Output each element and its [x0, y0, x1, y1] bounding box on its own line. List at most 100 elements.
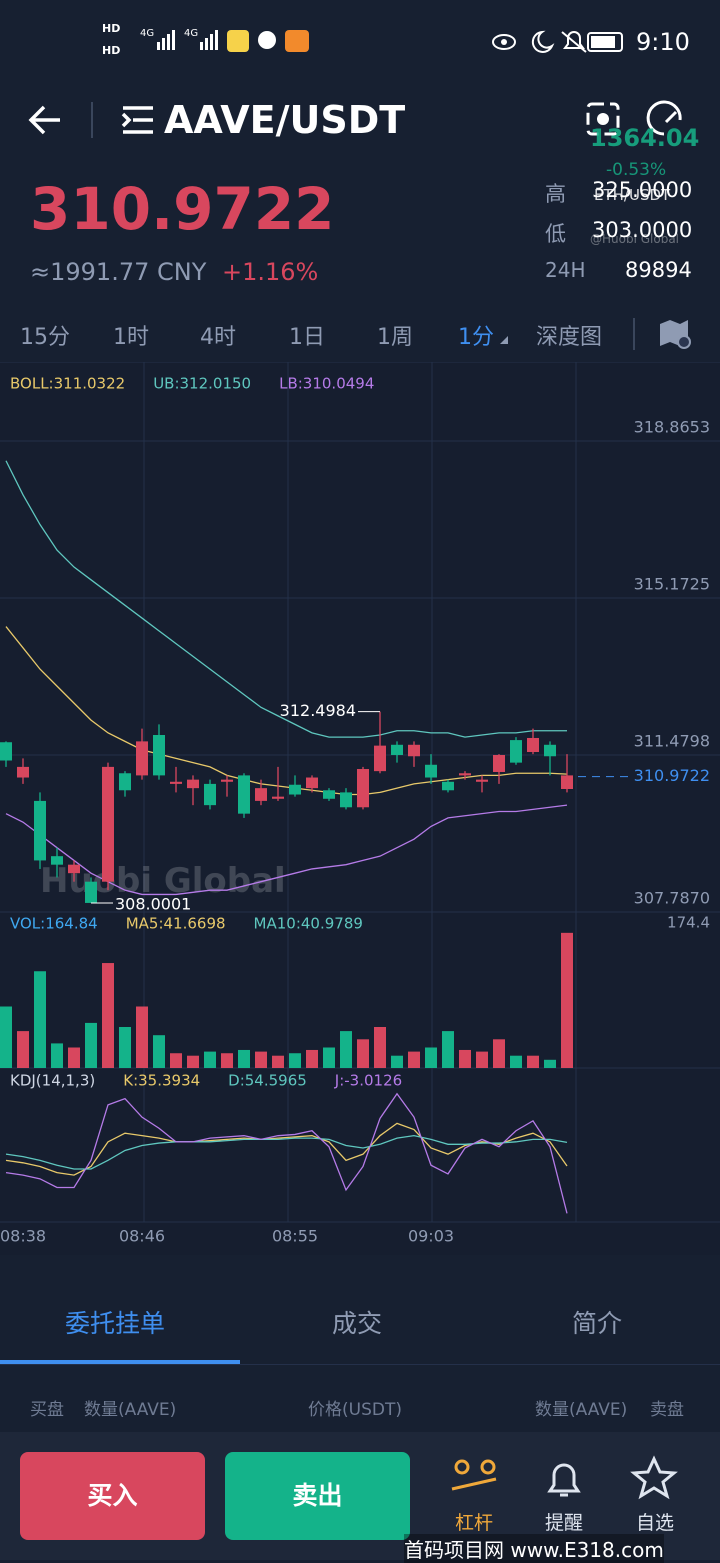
volume-bar — [85, 1022, 97, 1068]
volume-bar — [510, 1055, 522, 1068]
indicator-line — [5, 1092, 568, 1214]
candle-body — [119, 773, 131, 791]
candle-body — [272, 796, 284, 799]
volume-bar — [391, 1055, 403, 1068]
ghost-brand: @Huobi Global — [590, 232, 680, 246]
candle-body — [221, 779, 233, 782]
candle-body — [527, 737, 539, 753]
volume-bar — [221, 1053, 233, 1068]
volume-bar — [323, 1047, 335, 1068]
indicator-legend: BOLL:311.0322 — [10, 375, 125, 393]
stat-label: 24H — [545, 258, 586, 282]
hd-indicator: HD — [102, 44, 121, 57]
volume-bar — [544, 1059, 556, 1068]
period-tab[interactable]: 1时 — [113, 325, 149, 350]
indicator-line — [5, 1135, 568, 1170]
volume-bar — [459, 1049, 471, 1068]
candle-body — [408, 744, 420, 757]
volume-bar — [340, 1031, 352, 1068]
header-icons[interactable] — [28, 100, 168, 140]
candle-body — [561, 775, 573, 789]
volume-bar — [204, 1051, 216, 1068]
tab[interactable]: 成交 — [332, 1309, 383, 1338]
period-tab-active[interactable]: 1分 — [458, 325, 494, 350]
volume-bar — [425, 1047, 437, 1068]
network-indicator: 4G — [184, 28, 199, 39]
candle-body — [68, 864, 80, 874]
last-price: 310.9722 — [30, 175, 335, 243]
volume-bar — [527, 1055, 539, 1068]
indicator-legend: K:35.3934 — [123, 1072, 200, 1090]
volume-bar — [272, 1055, 284, 1068]
y-tick-label: 315.1725 — [634, 574, 710, 593]
volume-bar — [255, 1051, 267, 1068]
candle-body — [102, 766, 114, 882]
dropdown-caret — [500, 336, 508, 344]
ghost-change: -0.53% — [606, 160, 667, 180]
stat-label: 高 — [545, 182, 566, 206]
candle-body — [153, 735, 165, 776]
pair-title: AAVE/USDT — [164, 98, 406, 142]
volume-bar — [102, 963, 114, 1068]
period-tab[interactable]: 深度图 — [536, 325, 603, 350]
volume-bar — [493, 1039, 505, 1068]
y-tick-label: 311.4798 — [634, 731, 710, 750]
buy-button[interactable]: 买入 — [20, 1452, 205, 1540]
period-tab[interactable]: 1日 — [289, 325, 325, 350]
candle-body — [255, 788, 267, 801]
period-tab[interactable]: 15分 — [20, 325, 70, 350]
indicator-legend: MA5:41.6698 — [126, 915, 226, 933]
period-tab[interactable]: 1周 — [377, 325, 413, 350]
volume-bar — [34, 971, 46, 1068]
y-tick-label: 318.8653 — [634, 417, 710, 436]
sell-button[interactable]: 卖出 — [225, 1452, 410, 1540]
candle-body — [289, 784, 301, 795]
site-watermark: 首码项目网 www.E318.com — [404, 1534, 664, 1563]
stat-value: 303.0000 — [592, 218, 693, 242]
chart-settings[interactable] — [630, 314, 696, 354]
nav-item[interactable]: 提醒 — [545, 1512, 584, 1534]
candle-body — [510, 740, 522, 763]
tab-active[interactable]: 委托挂单 — [65, 1309, 166, 1338]
candle-body — [51, 856, 63, 865]
nav-item[interactable]: 自选 — [636, 1512, 675, 1534]
indicator-legend: J:-3.0126 — [334, 1072, 402, 1090]
y-tick-label: 307.7870 — [634, 889, 710, 908]
volume-bar — [357, 1039, 369, 1068]
volume-bar — [306, 1049, 318, 1068]
x-tick-label: 08:55 — [272, 1227, 318, 1246]
order-header: 买盘 — [30, 1400, 64, 1420]
indicator-legend: UB:312.0150 — [153, 375, 251, 393]
ghost-price: 1364.04 — [590, 124, 700, 152]
volume-bar — [170, 1053, 182, 1068]
order-header: 价格(USDT) — [308, 1400, 402, 1420]
volume-bar — [187, 1055, 199, 1068]
indicator-line — [5, 804, 568, 896]
period-tab[interactable]: 4时 — [200, 325, 236, 350]
volume-bar — [289, 1053, 301, 1068]
candle-body — [476, 779, 488, 782]
candle-body — [323, 790, 335, 799]
volume-bar — [136, 1006, 148, 1068]
volume-bar — [17, 1031, 29, 1068]
candle-body — [374, 745, 386, 772]
kline-chart: Huobi Global 307.7870311.4798315.1725318… — [0, 362, 720, 1255]
candle-body — [238, 775, 250, 814]
high-label: 312.4984 — [280, 701, 356, 720]
cny-price: ≈1991.77 CNY — [30, 258, 207, 286]
candle-body — [459, 773, 471, 776]
divider — [0, 1364, 720, 1365]
nav-item[interactable]: 杠杆 — [455, 1512, 494, 1534]
network-indicator: 4G — [140, 28, 155, 39]
last-price-label: 310.9722 — [634, 766, 710, 785]
order-header: 数量(AAVE) — [535, 1400, 628, 1420]
header-actions[interactable] — [582, 98, 694, 142]
volume-bar — [51, 1043, 63, 1068]
low-label: 308.0001 — [115, 894, 191, 913]
indicator-legend: MA10:40.9789 — [254, 915, 363, 933]
candle-body — [425, 764, 437, 778]
tab[interactable]: 简介 — [572, 1309, 623, 1338]
indicator-line — [5, 626, 568, 796]
